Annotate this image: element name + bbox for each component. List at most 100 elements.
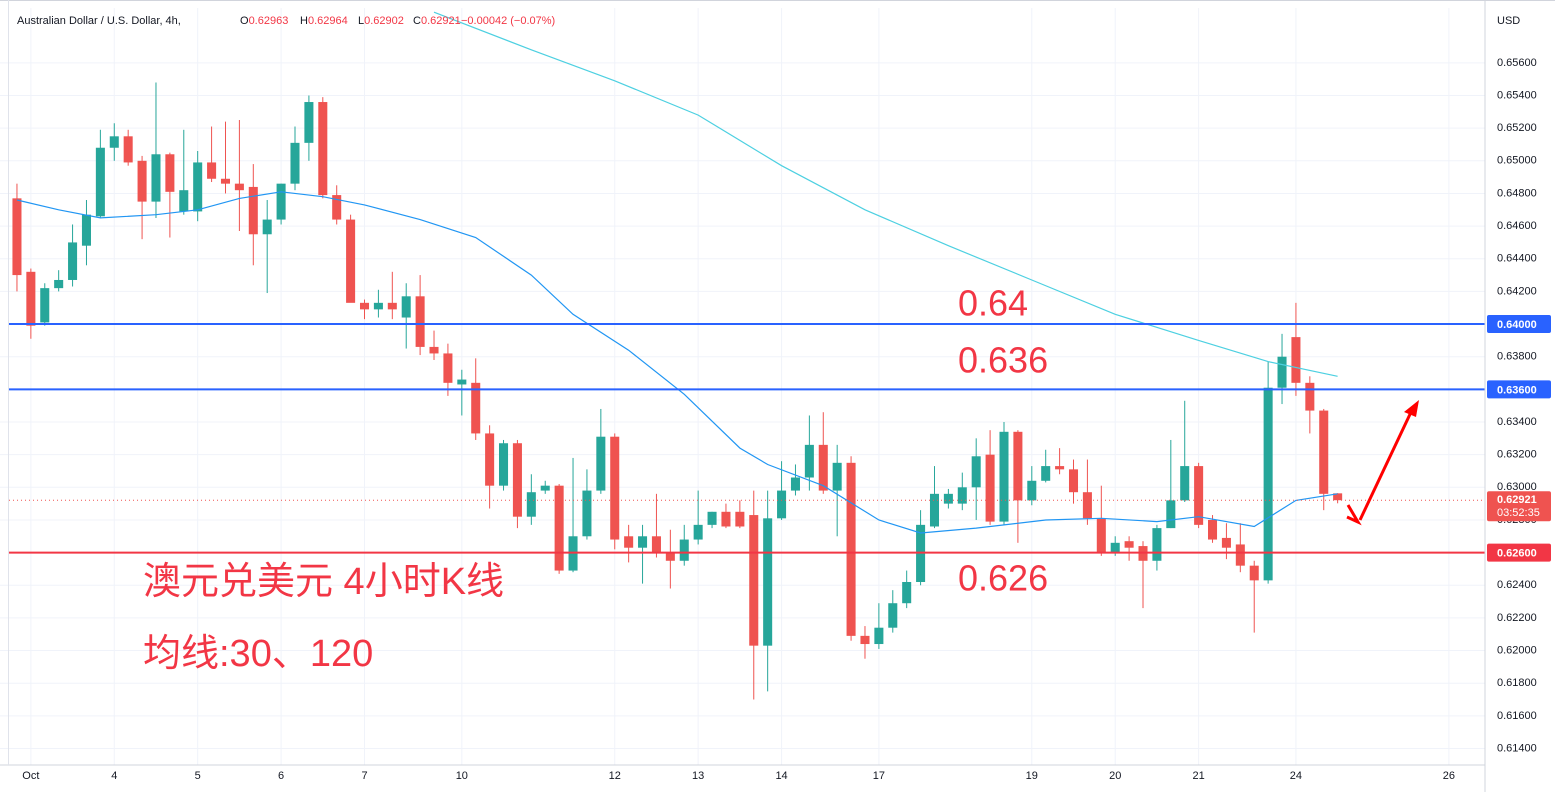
candle-body	[1291, 337, 1301, 383]
candle-body	[276, 183, 286, 220]
header-ohlc-key: L	[358, 15, 364, 27]
y-tick-label: 0.63800	[1497, 351, 1537, 363]
candle-body	[721, 511, 731, 527]
candle-body	[151, 154, 161, 202]
x-tick-label: 19	[1026, 770, 1038, 782]
candle-body	[679, 539, 689, 561]
y-tick-label: 0.63400	[1497, 416, 1537, 428]
header-ohlc: L0.62902	[358, 15, 404, 27]
candle-body	[804, 444, 814, 478]
y-tick-label: 0.64800	[1497, 187, 1537, 199]
y-tick-label: 0.64200	[1497, 285, 1537, 297]
y-tick-label: 0.63000	[1497, 481, 1537, 493]
candle-body	[985, 454, 995, 522]
candle-body	[1027, 480, 1037, 501]
header-ohlc-value: 0.62902	[364, 15, 404, 27]
y-tick-label: 0.64600	[1497, 220, 1537, 232]
candle-body	[332, 195, 342, 220]
x-tick-label: 7	[361, 770, 367, 782]
candle-body	[26, 271, 36, 326]
candle-body	[763, 518, 773, 646]
y-tick-label: 0.61600	[1497, 710, 1537, 722]
candle-body	[40, 288, 50, 323]
y-tick-label: 0.61800	[1497, 677, 1537, 689]
candle-body	[526, 492, 536, 517]
candle-body	[1208, 519, 1218, 540]
header-ohlc: H0.62964	[300, 15, 348, 27]
arrow-up	[1358, 409, 1414, 521]
candle-body	[1235, 544, 1245, 566]
candle-body	[638, 536, 648, 548]
candle-body	[485, 433, 495, 486]
candle-body	[137, 160, 147, 202]
candle-body	[554, 485, 564, 571]
candle-body	[749, 515, 759, 646]
candle-body	[318, 102, 328, 196]
candle-body	[12, 198, 22, 276]
moving-average	[433, 11, 1338, 377]
candle-body	[1277, 356, 1287, 388]
last-price-label: 0.62921	[1497, 494, 1537, 506]
x-tick-label: 20	[1109, 770, 1121, 782]
candle-body	[957, 487, 967, 504]
y-tick-label: 0.63200	[1497, 449, 1537, 461]
header-ohlc: O0.62963	[240, 15, 288, 27]
header-ohlc-value: 0.62964	[308, 15, 348, 27]
candle-body	[179, 190, 189, 212]
level-tag	[1487, 380, 1551, 399]
annotation: 0.64	[958, 283, 1028, 324]
x-tick-label: 14	[775, 770, 787, 782]
candle-body	[610, 436, 620, 540]
candle-body	[1305, 382, 1315, 411]
candle-body	[624, 536, 634, 548]
candle-body	[665, 552, 675, 561]
candle-body	[1180, 466, 1190, 501]
header-ohlc: C0.62921	[413, 15, 461, 27]
candle-body	[457, 379, 467, 385]
candle-body	[220, 178, 231, 184]
candle-body	[95, 147, 105, 217]
candle-body	[373, 302, 383, 310]
x-tick-label: 12	[609, 770, 621, 782]
candle-body	[387, 302, 397, 310]
candle-body	[902, 581, 912, 604]
x-tick-label: 13	[692, 770, 704, 782]
candle-body	[415, 296, 425, 347]
candle-body	[290, 142, 300, 184]
candle-body	[193, 162, 203, 212]
annotation: 0.636	[958, 340, 1048, 381]
level-tag-label: 0.64000	[1497, 319, 1537, 331]
candle-body	[540, 485, 550, 491]
countdown-label: 03:52:35	[1497, 507, 1540, 519]
x-tick-label: 5	[195, 770, 201, 782]
candle-body	[790, 477, 800, 491]
candle-body	[401, 296, 411, 318]
candle-body	[248, 186, 258, 235]
candle-body	[262, 219, 272, 235]
candle-body	[777, 490, 787, 519]
candle-body	[1194, 466, 1204, 525]
x-tick-label: 21	[1192, 770, 1204, 782]
plot	[12, 82, 1343, 700]
header-ohlc-value: 0.62921	[421, 15, 461, 27]
candle-body	[1068, 469, 1079, 493]
candle-body	[929, 493, 940, 527]
x-tick-label: 4	[111, 770, 117, 782]
candle-body	[81, 214, 91, 246]
y-tick-label: 0.61400	[1497, 742, 1537, 754]
y-tick-label: 0.62000	[1497, 644, 1537, 656]
x-tick-label: 26	[1443, 770, 1455, 782]
arrow-down	[1346, 504, 1362, 526]
x-tick-label: 10	[456, 770, 468, 782]
candle-body	[165, 154, 175, 192]
x-tick-label: 17	[873, 770, 885, 782]
candle-body	[735, 511, 745, 527]
candle-body	[443, 353, 453, 383]
candle-body	[109, 136, 119, 148]
candle-body	[1041, 466, 1051, 481]
candle-body	[1166, 500, 1176, 529]
x-tick-label: 24	[1290, 770, 1302, 782]
y-tick-label: 0.65000	[1497, 155, 1537, 167]
candle-body	[832, 462, 842, 491]
